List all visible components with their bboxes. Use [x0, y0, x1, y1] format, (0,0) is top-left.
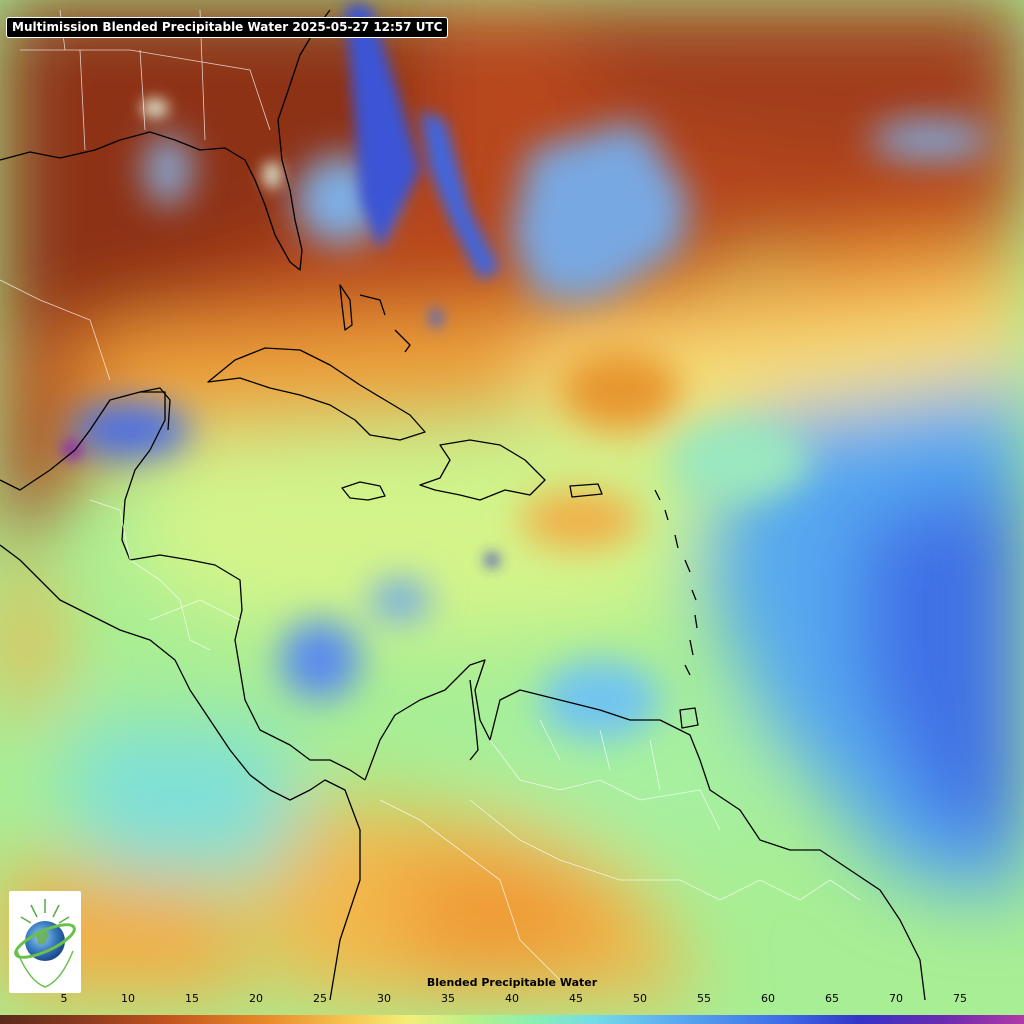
- colorbar-tick: 35: [441, 992, 455, 1005]
- colorbar-tick: 70: [889, 992, 903, 1005]
- colorbar-tick: 40: [505, 992, 519, 1005]
- colorbar-tick: 65: [825, 992, 839, 1005]
- colorbar-tick: 20: [249, 992, 263, 1005]
- map-title: Multimission Blended Precipitable Water …: [6, 17, 449, 38]
- colorbar-tick: 50: [633, 992, 647, 1005]
- colorbar-tick: 60: [761, 992, 775, 1005]
- coastlines: [0, 9, 926, 1001]
- colorbar-tick: 25: [313, 992, 327, 1005]
- colorbar-ticks: 5 10 15 20 25 30 35 40 45 50 55 60 65 70…: [0, 992, 1024, 1008]
- colorbar: [0, 1015, 1024, 1024]
- colorbar-tick: 15: [185, 992, 199, 1005]
- colorbar-tick: 30: [377, 992, 391, 1005]
- cira-globe-icon: [14, 899, 76, 988]
- cira-logo: [9, 891, 81, 993]
- colorbar-tick: 10: [121, 992, 135, 1005]
- colorbar-tick: 55: [697, 992, 711, 1005]
- colorbar-label: Blended Precipitable Water: [426, 976, 598, 989]
- borders: [0, 9, 861, 981]
- colorbar-tick: 45: [569, 992, 583, 1005]
- colorbar-tick: 5: [60, 992, 68, 1005]
- colorbar-tick: 75: [953, 992, 967, 1005]
